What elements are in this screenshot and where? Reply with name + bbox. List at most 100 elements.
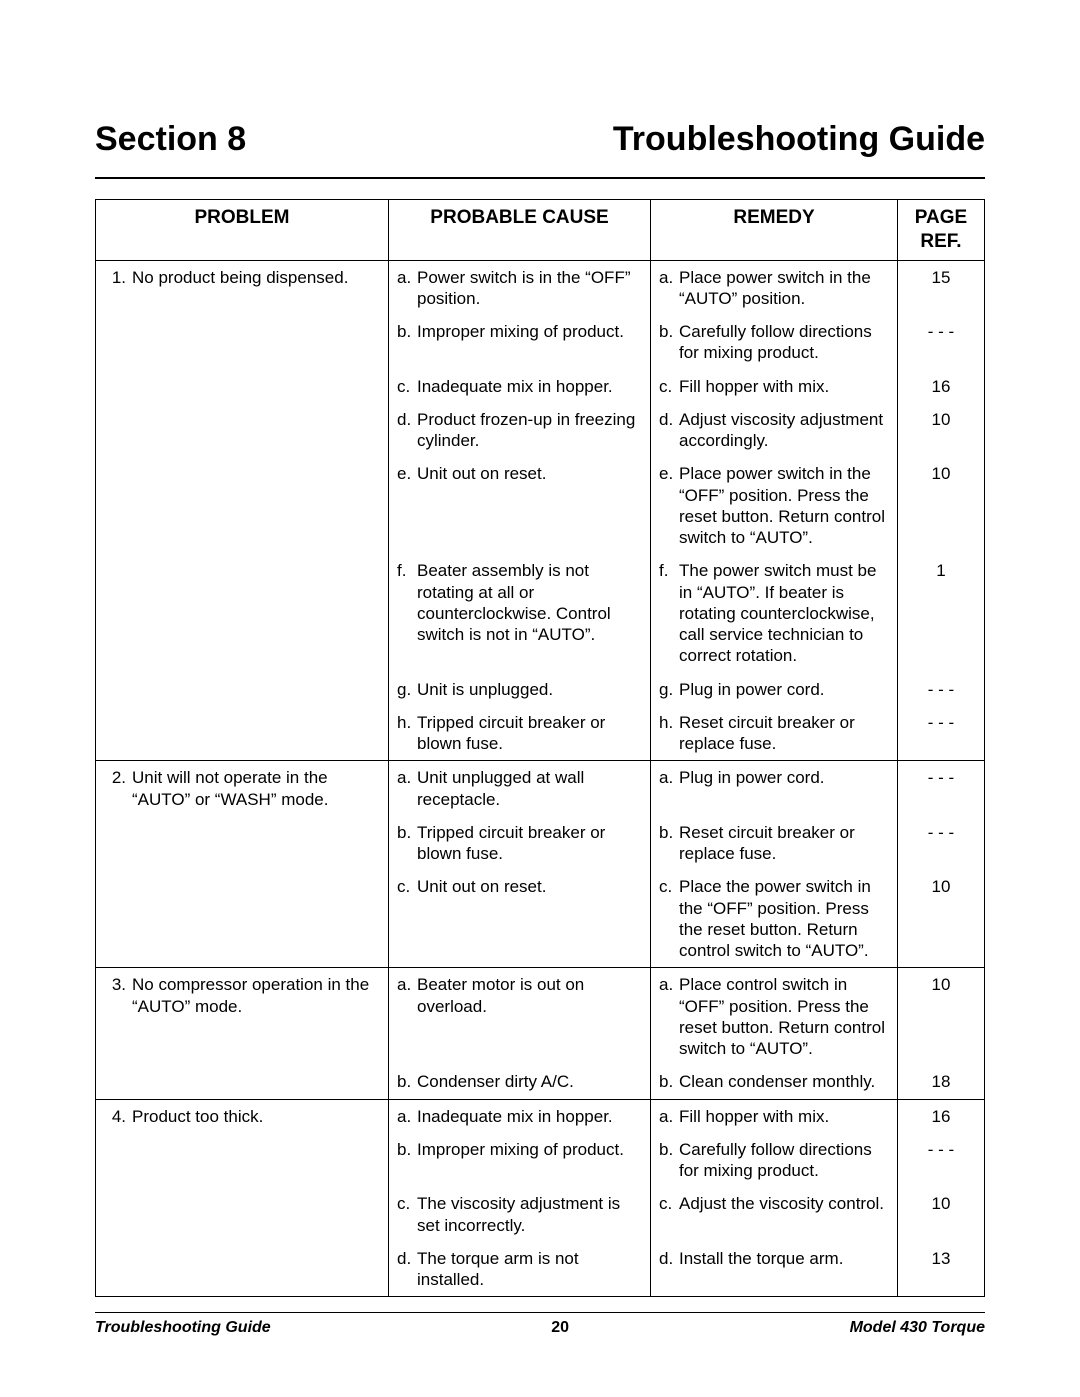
problem-number xyxy=(96,1065,131,1099)
problem-number xyxy=(96,554,131,672)
problem-text xyxy=(130,706,389,761)
remedy-text: g.Plug in power cord. xyxy=(651,673,898,706)
remedy-text: b.Carefully follow directions for mixing… xyxy=(651,315,898,370)
problem-number xyxy=(96,673,131,706)
problem-text xyxy=(130,673,389,706)
remedy-text: b.Carefully follow directions for mixing… xyxy=(651,1133,898,1188)
cause-text: h.Tripped circuit breaker or blown fuse. xyxy=(389,706,651,761)
cause-text: b.Condenser dirty A/C. xyxy=(389,1065,651,1099)
footer-page-number: 20 xyxy=(551,1319,569,1337)
troubleshooting-table: PROBLEM PROBABLE CAUSE REMEDY PAGE REF. … xyxy=(95,199,985,1297)
problem-number xyxy=(96,457,131,554)
problem-text: Product too thick. xyxy=(130,1099,389,1133)
problem-number xyxy=(96,315,131,370)
page-ref: - - - xyxy=(898,816,985,871)
problem-number xyxy=(96,706,131,761)
table-row: f.Beater assembly is not rotating at all… xyxy=(96,554,985,672)
page-ref: 10 xyxy=(898,457,985,554)
page-header: Section 8 Troubleshooting Guide xyxy=(95,120,985,179)
remedy-text: h.Reset circuit breaker or replace fuse. xyxy=(651,706,898,761)
col-pageref: PAGE REF. xyxy=(898,200,985,261)
problem-text xyxy=(130,457,389,554)
remedy-text: d.Install the torque arm. xyxy=(651,1242,898,1297)
remedy-text: a.Place power switch in the “AUTO” posit… xyxy=(651,260,898,315)
table-row: 2.Unit will not operate in the “AUTO” or… xyxy=(96,761,985,816)
remedy-text: b.Reset circuit breaker or replace fuse. xyxy=(651,816,898,871)
table-row: b.Improper mixing of product.b.Carefully… xyxy=(96,1133,985,1188)
table-row: c.Inadequate mix in hopper.c.Fill hopper… xyxy=(96,370,985,403)
problem-text: No product being dispensed. xyxy=(130,260,389,315)
page-ref: 18 xyxy=(898,1065,985,1099)
table-row: h.Tripped circuit breaker or blown fuse.… xyxy=(96,706,985,761)
table-row: b.Improper mixing of product.b.Carefully… xyxy=(96,315,985,370)
problem-number xyxy=(96,403,131,458)
problem-number: 4. xyxy=(96,1099,131,1133)
table-row: 1.No product being dispensed.a.Power swi… xyxy=(96,260,985,315)
footer-right: Model 430 Torque xyxy=(850,1319,985,1337)
remedy-text: b.Clean condenser monthly. xyxy=(651,1065,898,1099)
section-label: Section 8 xyxy=(95,120,246,159)
section-title: Troubleshooting Guide xyxy=(613,120,985,159)
table-row: d.The torque arm is not installed.d.Inst… xyxy=(96,1242,985,1297)
table-row: 4.Product too thick.a.Inadequate mix in … xyxy=(96,1099,985,1133)
remedy-text: c.Place the power switch in the “OFF” po… xyxy=(651,870,898,968)
cause-text: a.Inadequate mix in hopper. xyxy=(389,1099,651,1133)
page-ref: 10 xyxy=(898,1187,985,1242)
problem-text: Unit will not operate in the “AUTO” or “… xyxy=(130,761,389,816)
problem-number xyxy=(96,370,131,403)
cause-text: a.Unit unplugged at wall receptacle. xyxy=(389,761,651,816)
table-row: e.Unit out on reset.e.Place power switch… xyxy=(96,457,985,554)
table-row: b.Condenser dirty A/C.b.Clean condenser … xyxy=(96,1065,985,1099)
page-ref: 16 xyxy=(898,1099,985,1133)
problem-number xyxy=(96,816,131,871)
problem-text xyxy=(130,554,389,672)
col-cause: PROBABLE CAUSE xyxy=(389,200,651,261)
cause-text: b.Improper mixing of product. xyxy=(389,315,651,370)
problem-number xyxy=(96,1187,131,1242)
problem-number xyxy=(96,1133,131,1188)
remedy-text: c.Fill hopper with mix. xyxy=(651,370,898,403)
table-row: d.Product frozen-up in freezing cylinder… xyxy=(96,403,985,458)
cause-text: d.Product frozen-up in freezing cylinder… xyxy=(389,403,651,458)
problem-text xyxy=(130,1133,389,1188)
problem-number: 2. xyxy=(96,761,131,816)
col-remedy: REMEDY xyxy=(651,200,898,261)
cause-text: a.Beater motor is out on overload. xyxy=(389,968,651,1066)
table-row: c.The viscosity adjustment is set incorr… xyxy=(96,1187,985,1242)
page-ref: - - - xyxy=(898,673,985,706)
page-ref: - - - xyxy=(898,706,985,761)
cause-text: c.The viscosity adjustment is set incorr… xyxy=(389,1187,651,1242)
table-row: 3.No compressor operation in the “AUTO” … xyxy=(96,968,985,1066)
remedy-text: f.The power switch must be in “AUTO”. If… xyxy=(651,554,898,672)
problem-number: 1. xyxy=(96,260,131,315)
remedy-text: e.Place power switch in the “OFF” positi… xyxy=(651,457,898,554)
problem-text xyxy=(130,403,389,458)
page-ref: - - - xyxy=(898,1133,985,1188)
footer-left: Troubleshooting Guide xyxy=(95,1319,271,1337)
problem-text xyxy=(130,315,389,370)
page-ref: - - - xyxy=(898,315,985,370)
cause-text: d.The torque arm is not installed. xyxy=(389,1242,651,1297)
col-problem: PROBLEM xyxy=(96,200,389,261)
table-row: c.Unit out on reset.c.Place the power sw… xyxy=(96,870,985,968)
remedy-text: a.Plug in power cord. xyxy=(651,761,898,816)
remedy-text: c.Adjust the viscosity control. xyxy=(651,1187,898,1242)
cause-text: b.Tripped circuit breaker or blown fuse. xyxy=(389,816,651,871)
problem-text: No compressor operation in the “AUTO” mo… xyxy=(130,968,389,1066)
problem-text xyxy=(130,1187,389,1242)
page-footer: Troubleshooting Guide 20 Model 430 Torqu… xyxy=(95,1312,985,1337)
page-ref: 10 xyxy=(898,403,985,458)
page-ref: 10 xyxy=(898,870,985,968)
problem-number xyxy=(96,870,131,968)
page-ref: 10 xyxy=(898,968,985,1066)
page-ref: 16 xyxy=(898,370,985,403)
problem-text xyxy=(130,1065,389,1099)
table-row: b.Tripped circuit breaker or blown fuse.… xyxy=(96,816,985,871)
page-ref: 13 xyxy=(898,1242,985,1297)
cause-text: f.Beater assembly is not rotating at all… xyxy=(389,554,651,672)
page-ref: 15 xyxy=(898,260,985,315)
problem-text xyxy=(130,870,389,968)
problem-number: 3. xyxy=(96,968,131,1066)
remedy-text: d.Adjust viscosity adjustment accordingl… xyxy=(651,403,898,458)
page-ref: - - - xyxy=(898,761,985,816)
